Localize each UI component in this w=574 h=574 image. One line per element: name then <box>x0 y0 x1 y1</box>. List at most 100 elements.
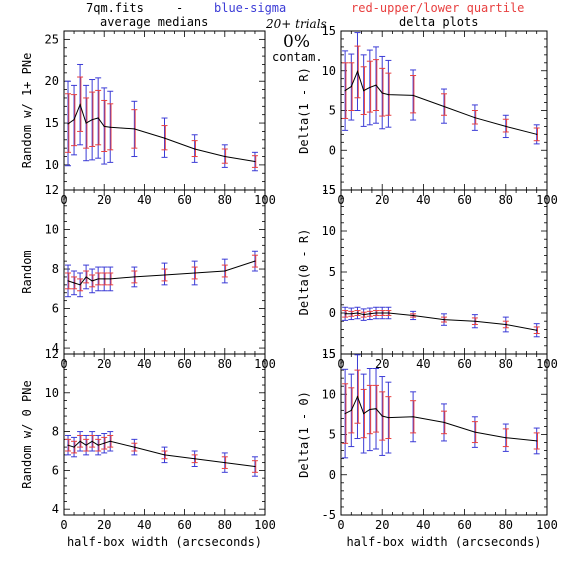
x-tick-label: 20 <box>97 357 111 371</box>
data-point <box>163 454 166 456</box>
data-point <box>163 274 166 276</box>
y-tick-label: 5 <box>329 104 336 118</box>
x-tick-label: 60 <box>457 518 471 532</box>
data-point <box>387 94 389 96</box>
data-point <box>67 280 69 282</box>
data-point <box>224 155 226 158</box>
data-point <box>387 416 389 419</box>
y-axis-label: Random <box>20 250 34 293</box>
data-point <box>67 123 69 125</box>
x-axis-label-left: half-box width (arcseconds) <box>67 535 262 549</box>
x-tick-label: 60 <box>177 518 191 532</box>
data-point <box>224 462 226 464</box>
y-tick-label: 10 <box>45 223 59 237</box>
data-point <box>103 442 105 444</box>
y-tick-label: -5 <box>322 183 336 197</box>
data-point <box>412 416 414 418</box>
x-tick-label: 60 <box>177 193 191 207</box>
y-tick-label: 10 <box>45 386 59 400</box>
data-point <box>381 415 383 417</box>
data-point <box>474 117 476 119</box>
data-point <box>103 278 105 280</box>
data-point <box>412 94 414 96</box>
legend-blue-sigma: blue-sigma <box>214 1 287 15</box>
data-point <box>109 278 111 280</box>
data-point <box>103 125 105 127</box>
data-point <box>344 313 346 315</box>
legend-red-quartile: red-upper/lower quartile <box>351 1 525 15</box>
y-tick-label: 15 <box>322 24 336 38</box>
data-point <box>109 126 111 128</box>
data-point <box>73 282 75 284</box>
data-point <box>369 408 371 411</box>
data-point <box>375 84 377 86</box>
data-point <box>350 86 352 88</box>
data-point <box>91 119 93 121</box>
y-tick-label: 8 <box>52 425 59 439</box>
data-point <box>443 318 445 321</box>
y-tick-label: 15 <box>322 183 336 197</box>
y-tick-label: 15 <box>45 116 59 130</box>
plot-frame <box>63 353 266 516</box>
x-tick-label: 20 <box>375 193 389 207</box>
data-point <box>194 272 196 274</box>
data-point <box>474 320 476 322</box>
x-tick-label: 100 <box>536 518 558 532</box>
y-tick-label: 5 <box>329 265 336 279</box>
y-tick-label: 0 <box>329 143 336 157</box>
y-tick-label: 12 <box>45 347 59 361</box>
y-tick-label: 12 <box>45 183 59 197</box>
data-point <box>443 105 445 108</box>
x-tick-label: 40 <box>137 357 151 371</box>
data-point <box>85 444 87 446</box>
y-tick-label: 0 <box>329 306 336 320</box>
data-point <box>133 128 135 130</box>
y-tick-label: 8 <box>52 262 59 276</box>
data-point <box>505 437 507 439</box>
x-tick-label: 40 <box>416 357 430 371</box>
y-tick-label: 0 <box>329 468 336 482</box>
data-point <box>350 313 352 315</box>
data-point <box>505 323 507 326</box>
data-point <box>194 148 196 150</box>
x-tick-label: 40 <box>416 193 430 207</box>
header-file: 7qm.fits <box>86 1 144 15</box>
x-tick-label: 80 <box>499 518 513 532</box>
x-tick-label: 100 <box>254 518 276 532</box>
data-point <box>363 90 365 92</box>
y-tick-label: -5 <box>322 508 336 522</box>
x-tick-label: 0 <box>337 518 344 532</box>
data-point <box>79 440 81 442</box>
data-point <box>356 70 359 73</box>
y-tick-label: -5 <box>322 347 336 361</box>
x-tick-label: 80 <box>499 193 513 207</box>
median-line <box>344 395 537 442</box>
data-point <box>73 119 75 121</box>
data-point <box>536 329 538 331</box>
data-point <box>254 160 256 163</box>
data-point <box>91 440 93 442</box>
y-tick-label: 6 <box>52 463 59 477</box>
x-tick-label: 40 <box>137 518 151 532</box>
data-point <box>163 137 166 139</box>
data-point <box>67 444 69 446</box>
trials-label: 20+ trials <box>266 17 327 31</box>
data-point <box>254 465 256 468</box>
data-point <box>194 458 196 460</box>
data-point <box>133 446 135 448</box>
x-tick-label: 80 <box>218 518 232 532</box>
x-tick-label: 20 <box>375 518 389 532</box>
x-tick-label: 80 <box>218 193 232 207</box>
contamination-label: contam. <box>272 50 323 64</box>
x-tick-label: 20 <box>375 357 389 371</box>
y-tick-label: 15 <box>322 347 336 361</box>
y-tick-label: 20 <box>45 74 59 88</box>
data-point <box>85 122 87 124</box>
y-axis-label: Random w/ 1+ PNe <box>20 53 34 169</box>
plot-frame <box>340 189 548 355</box>
data-point <box>474 431 476 433</box>
data-point <box>412 314 414 317</box>
data-point <box>79 104 81 106</box>
